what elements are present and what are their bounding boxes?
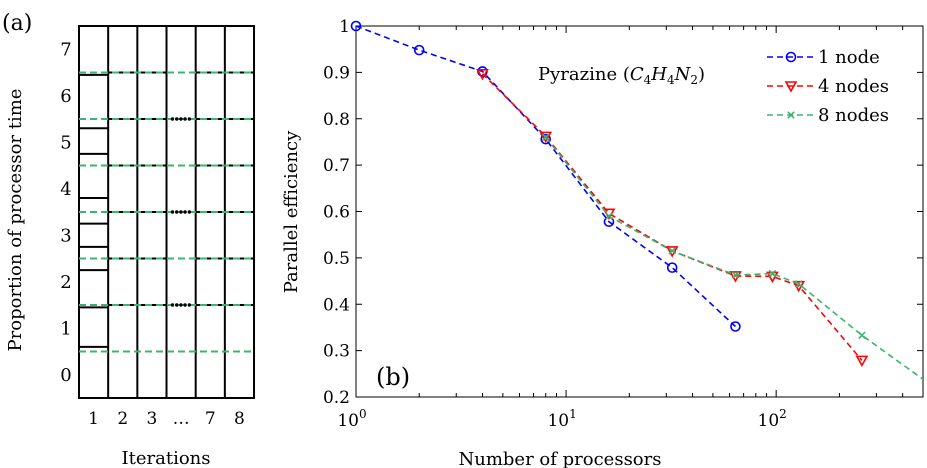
- annotation: Pyrazine (C4H4N2): [538, 64, 705, 87]
- ellipsis-dot: [183, 210, 187, 214]
- panel-a-ytick-label: 2: [60, 272, 71, 293]
- panel-a-ellipsis-dots: [170, 117, 192, 307]
- formula-c-sub: 4: [644, 73, 652, 87]
- data-point-4-nodes: [539, 131, 553, 144]
- axis-ticks: [355, 25, 924, 398]
- data-point-1-node: [540, 133, 552, 145]
- y-tick-label: 0.5: [323, 249, 350, 269]
- x-tick-labels: 100 101 102: [337, 407, 786, 431]
- series-line-8-nodes: [545, 136, 923, 381]
- ellipsis-dot: [175, 210, 179, 214]
- ellipsis-dot: [183, 303, 187, 307]
- ellipsis-dot: [179, 117, 183, 121]
- panel-a-xtick-label: 7: [205, 409, 216, 429]
- data-point-8-nodes: [541, 133, 550, 142]
- data-point-4-nodes: [476, 68, 489, 81]
- formula-n-sub: 2: [690, 73, 698, 87]
- ellipsis-dot: [187, 210, 192, 214]
- y-tick-label: 0.6: [323, 203, 350, 223]
- y-tick-labels: 0.2 0.3 0.4 0.5 0.6 0.7 0.8 0.9 1: [323, 17, 350, 408]
- formula-h: H: [650, 64, 667, 85]
- formula-c: C: [630, 64, 644, 85]
- y-tick-label: 0.9: [323, 63, 350, 83]
- panel-a-ytick-label: 7: [60, 39, 71, 60]
- data-point-8-nodes: [794, 280, 803, 288]
- data-point-8-nodes: [858, 331, 866, 340]
- legend-marker-8-nodes: [787, 111, 795, 119]
- annotation-name: Pyrazine: [538, 64, 617, 85]
- panel-a-ytick-label: 0: [60, 365, 71, 386]
- panel-a-ytick-label: 6: [60, 86, 71, 107]
- y-tick-label: 0.3: [323, 342, 350, 362]
- ellipsis-dot: [179, 303, 183, 307]
- panel-a-xtick-label: 3: [147, 409, 158, 429]
- x-tick-label: 101: [547, 407, 576, 431]
- data-point-8-nodes: [605, 212, 613, 220]
- y-axis-label: Parallel efficiency: [281, 130, 302, 293]
- ellipsis-dot: [170, 303, 175, 307]
- data-point-1-node: [730, 321, 741, 332]
- panel-a-ytick-label: 5: [60, 132, 71, 153]
- ellipsis-dot: [187, 303, 192, 307]
- x-tick-label: 102: [758, 407, 787, 431]
- legend-marker-4-nodes: [784, 81, 798, 93]
- legend-label-8-nodes: 8 nodes: [818, 105, 889, 126]
- ellipsis-dot: [170, 117, 175, 121]
- panel-a-xtick-labels: 1 2 3 … 7 8: [88, 409, 245, 429]
- data-point-1-node: [413, 44, 425, 56]
- ellipsis-dot: [179, 210, 183, 214]
- y-tick-label: 0.7: [323, 156, 350, 176]
- panel-a-ytick-labels: 0 1 2 3 4 5 6 7: [60, 39, 71, 386]
- legend: 1 node 4 nodes 8 nodes: [767, 47, 889, 126]
- formula-h-sub: 4: [667, 73, 675, 87]
- ellipsis-dot: [183, 117, 187, 121]
- y-tick-label: 1: [339, 17, 350, 37]
- data-point-1-node: [350, 20, 362, 32]
- data-point-4-nodes: [855, 355, 869, 368]
- y-tick-label: 0.8: [323, 110, 350, 130]
- panel-a-xtick-label: 8: [234, 409, 245, 429]
- ellipsis-dot: [170, 210, 175, 214]
- panel-b: 0.2 0.3 0.4 0.5 0.6 0.7 0.8 0.9 1 100 101 102 Para…: [281, 17, 924, 468]
- panel-a-label: (a): [2, 11, 32, 36]
- legend-marker-1-node: [785, 51, 797, 63]
- data-point-8-nodes: [731, 271, 740, 279]
- panel-a-xlabel: Iterations: [122, 448, 211, 468]
- panel-a-ytick-label: 3: [60, 225, 71, 246]
- data-point-8-nodes: [768, 269, 777, 278]
- panel-b-label: (b): [376, 363, 410, 391]
- panel-a: (a) Proportion of processor time Iterati…: [2, 11, 256, 468]
- ellipsis-dot: [175, 303, 179, 307]
- panel-a-ytick-label: 4: [60, 179, 71, 200]
- panel-a-ytick-label: 1: [60, 318, 71, 339]
- y-tick-label: 0.2: [323, 388, 350, 408]
- x-axis-label: Number of processors: [459, 449, 662, 468]
- y-tick-label: 0.4: [323, 295, 350, 315]
- x-tick-label: 100: [337, 407, 366, 431]
- data-point-1-node: [666, 262, 678, 273]
- ellipsis-dot: [187, 117, 192, 121]
- legend-label-4-nodes: 4 nodes: [818, 76, 889, 97]
- data-point-8-nodes: [668, 247, 676, 255]
- panel-a-xtick-label: 1: [88, 409, 99, 429]
- legend-label-1-node: 1 node: [818, 47, 880, 68]
- panel-a-dashed-lines: [79, 71, 255, 353]
- formula-n: N: [674, 64, 692, 85]
- panel-a-ylabel: Proportion of processor time: [5, 89, 26, 352]
- ellipsis-dot: [175, 117, 179, 121]
- panel-a-xtick-label: 2: [117, 409, 128, 429]
- series-group: [350, 20, 923, 381]
- series-line-4-nodes: [481, 73, 863, 361]
- panel-a-xtick-label: …: [173, 409, 190, 429]
